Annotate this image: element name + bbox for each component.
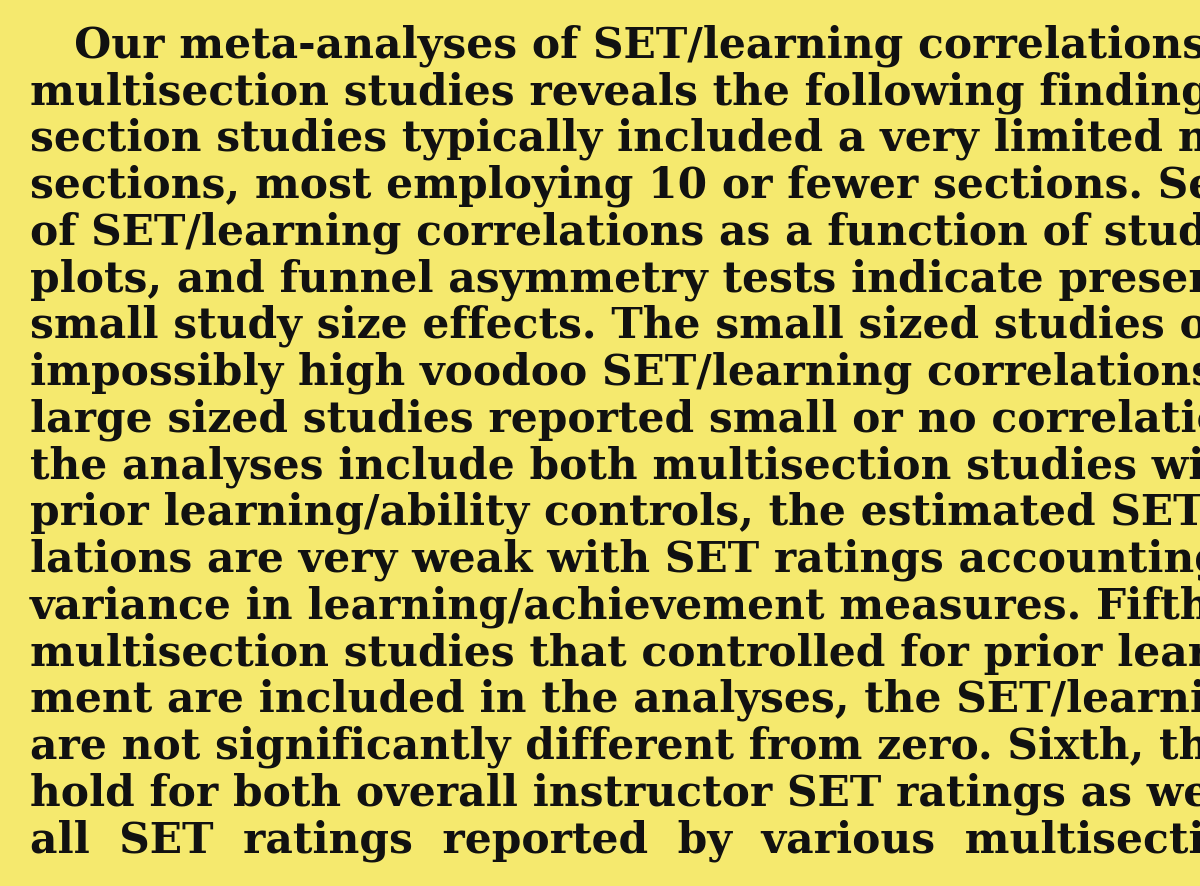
Text: Our meta-analyses of SET/learning correlations reported in: Our meta-analyses of SET/learning correl… [30, 24, 1200, 66]
Text: are not significantly different from zero. Sixth, the above findings: are not significantly different from zer… [30, 726, 1200, 768]
Text: section studies typically included a very limited number of: section studies typically included a ver… [30, 118, 1200, 160]
Text: multisection studies reveals the following findings. First, multi-: multisection studies reveals the followi… [30, 71, 1200, 113]
Text: large sized studies reported small or no correlations. Third, when: large sized studies reported small or no… [30, 399, 1200, 441]
Text: small study size effects. The small sized studies often reported: small study size effects. The small size… [30, 305, 1200, 347]
Text: the analyses include both multisection studies with and without: the analyses include both multisection s… [30, 445, 1200, 487]
Text: all  SET  ratings  reported  by  various  multisection  studies.: all SET ratings reported by various mult… [30, 820, 1200, 862]
Text: plots, and funnel asymmetry tests indicate presence of strong: plots, and funnel asymmetry tests indica… [30, 258, 1200, 300]
Text: multisection studies that controlled for prior learning/achieve-: multisection studies that controlled for… [30, 633, 1200, 674]
Text: ment are included in the analyses, the SET/learning correlations: ment are included in the analyses, the S… [30, 679, 1200, 721]
Text: lations are very weak with SET ratings accounting for up to 1% of: lations are very weak with SET ratings a… [30, 539, 1200, 581]
Text: hold for both overall instructor SET ratings as well as for averages of: hold for both overall instructor SET rat… [30, 773, 1200, 815]
Text: impossibly high voodoo SET/learning correlations whereas the: impossibly high voodoo SET/learning corr… [30, 352, 1200, 394]
Text: variance in learning/achievement measures. Fifth, when only those: variance in learning/achievement measure… [30, 586, 1200, 628]
Text: prior learning/ability controls, the estimated SET/learning corre-: prior learning/ability controls, the est… [30, 492, 1200, 534]
Text: sections, most employing 10 or fewer sections. Second, scatterplots: sections, most employing 10 or fewer sec… [30, 165, 1200, 207]
Text: of SET/learning correlations as a function of study size, funnel: of SET/learning correlations as a functi… [30, 212, 1200, 253]
